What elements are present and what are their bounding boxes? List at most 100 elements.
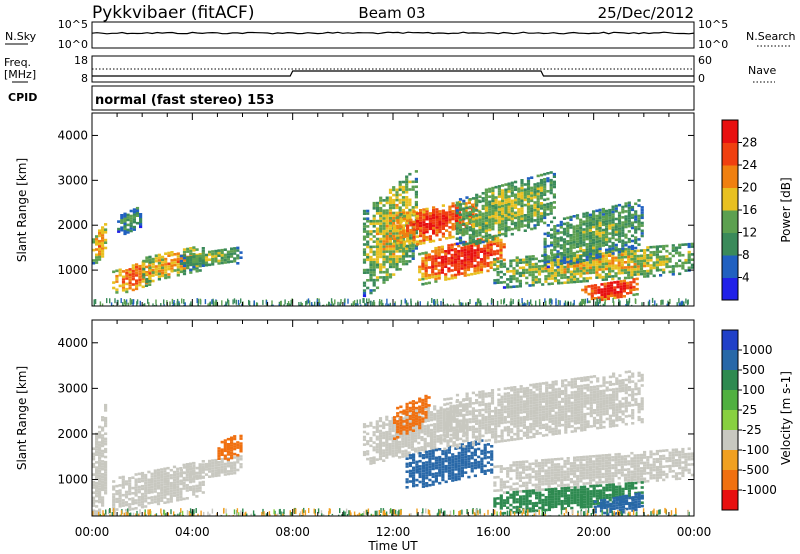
echo-cell — [601, 213, 605, 216]
echo-cell — [375, 443, 379, 446]
echo-cell — [98, 232, 102, 235]
echo-cell — [408, 480, 412, 483]
echo-cell — [562, 256, 567, 259]
echo-cell — [179, 493, 183, 496]
echo-cell — [211, 459, 215, 462]
echo-cell — [101, 426, 105, 430]
echo-cell — [192, 475, 196, 478]
echo-cell — [140, 471, 145, 475]
echo-cell — [643, 262, 647, 265]
echo-cell — [153, 495, 157, 499]
echo-cell — [459, 401, 463, 404]
echo-cell — [475, 239, 479, 243]
echo-cell — [172, 491, 177, 495]
echo-cell — [92, 457, 96, 461]
echo-cell — [494, 203, 498, 207]
echo-cell — [489, 251, 493, 254]
echo-cell — [211, 464, 215, 468]
echo-cell — [401, 255, 406, 258]
echo-cell — [483, 456, 487, 460]
echo-cell — [659, 258, 663, 261]
echo-cell — [559, 300, 561, 306]
echo-cell — [526, 177, 531, 180]
echo-cell — [417, 441, 421, 445]
echo-cell — [393, 229, 397, 233]
echo-cell — [623, 276, 628, 280]
echo-cell — [95, 510, 99, 513]
echo-cell — [140, 495, 145, 498]
echo-cell — [137, 472, 141, 476]
echo-cell — [457, 273, 461, 276]
echo-cell — [214, 249, 218, 253]
echo-cell — [630, 208, 635, 212]
echo-cell — [588, 276, 593, 280]
echo-cell — [550, 228, 554, 231]
echo-cell — [411, 188, 415, 191]
echo-cell — [379, 276, 383, 279]
echo-cell — [121, 480, 125, 484]
echo-cell — [411, 410, 415, 414]
echo-cell — [401, 185, 406, 189]
echo-cell — [179, 498, 183, 501]
echo-cell — [566, 278, 570, 282]
echo-cell — [579, 231, 583, 235]
echo-cell — [401, 437, 405, 441]
echo-cell — [98, 480, 102, 483]
echo-cell — [559, 231, 563, 234]
echo-cell — [124, 503, 129, 507]
echo-cell — [385, 211, 389, 215]
echo-cell — [690, 266, 694, 269]
echo-cell — [121, 504, 125, 507]
echo-cell — [595, 251, 599, 254]
echo-cell — [382, 265, 386, 269]
echo-cell — [601, 218, 605, 221]
echo-cell — [608, 267, 612, 271]
echo-cell — [595, 214, 599, 218]
echo-cell — [121, 483, 125, 487]
echo-cell — [217, 249, 221, 252]
echo-cell — [452, 303, 455, 306]
echo-cell — [101, 442, 105, 445]
echo-cell — [438, 481, 442, 485]
echo-cell — [223, 441, 227, 445]
echo-cell — [486, 469, 490, 472]
echo-cell — [483, 449, 487, 452]
echo-cell — [471, 238, 476, 241]
echo-cell — [566, 260, 570, 264]
echo-cell — [433, 440, 437, 444]
echo-cell — [433, 418, 437, 421]
echo-cell — [608, 264, 612, 268]
echo-cell — [394, 454, 398, 457]
echo-cell — [141, 263, 145, 267]
echo-cell — [426, 429, 430, 433]
echo-cell — [637, 225, 641, 228]
echo-cell — [399, 213, 403, 216]
echo-cell — [544, 280, 548, 283]
echo-cell — [166, 492, 170, 496]
echo-cell — [466, 263, 471, 266]
echo-cell — [481, 212, 485, 216]
echo-cell — [486, 456, 490, 459]
echo-cell — [148, 258, 152, 261]
echo-cell — [208, 467, 212, 471]
echo-cell — [550, 282, 554, 285]
echo-cell — [608, 275, 612, 278]
echo-cell — [634, 236, 638, 239]
echo-cell — [179, 257, 183, 260]
echo-cell — [579, 264, 583, 268]
echo-cell — [617, 240, 622, 243]
echo-cell — [493, 281, 497, 285]
echo-cell — [239, 463, 243, 466]
echo-cell — [121, 270, 126, 273]
echo-cell — [478, 440, 482, 443]
echo-cell — [575, 240, 580, 243]
echo-cell — [171, 298, 174, 304]
echo-cell — [142, 262, 146, 266]
echo-cell — [398, 180, 402, 184]
nave-label: Nave — [748, 64, 776, 77]
echo-cell — [226, 437, 230, 441]
echo-cell — [432, 229, 436, 232]
echo-cell — [557, 261, 561, 264]
echo-cell — [214, 464, 218, 467]
echo-cell — [92, 447, 96, 450]
